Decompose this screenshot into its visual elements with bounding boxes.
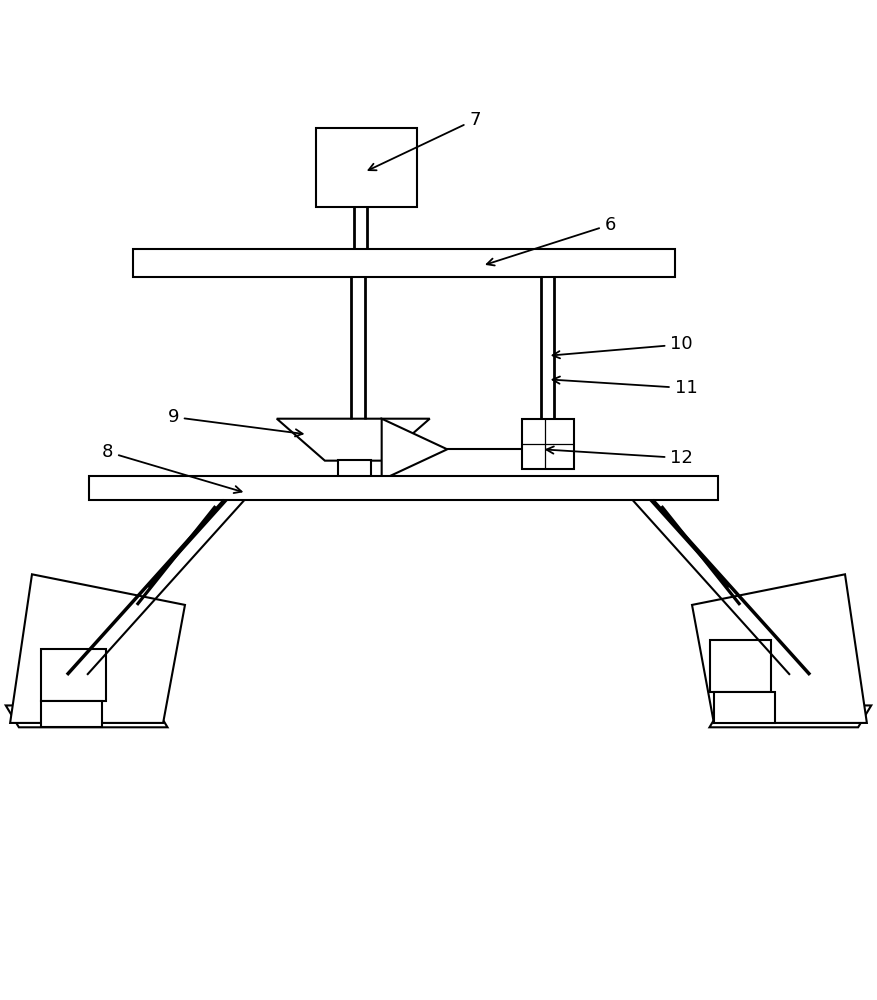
Polygon shape xyxy=(11,574,185,723)
Polygon shape xyxy=(714,692,775,723)
Bar xyxy=(89,476,718,500)
Text: 8: 8 xyxy=(102,443,241,493)
Text: 6: 6 xyxy=(487,216,616,265)
Polygon shape xyxy=(692,574,866,723)
Polygon shape xyxy=(277,419,430,461)
Text: 12: 12 xyxy=(546,446,693,467)
Bar xyxy=(316,128,417,207)
Polygon shape xyxy=(381,419,447,480)
Bar xyxy=(338,460,371,480)
Polygon shape xyxy=(6,705,168,727)
Polygon shape xyxy=(40,649,106,701)
Text: 7: 7 xyxy=(368,111,481,170)
Bar xyxy=(132,249,674,277)
Text: 9: 9 xyxy=(168,408,303,436)
Text: 11: 11 xyxy=(553,377,697,397)
Polygon shape xyxy=(709,640,771,692)
Polygon shape xyxy=(40,701,102,727)
Bar xyxy=(522,419,574,469)
Text: 10: 10 xyxy=(553,335,693,358)
Polygon shape xyxy=(709,705,871,727)
